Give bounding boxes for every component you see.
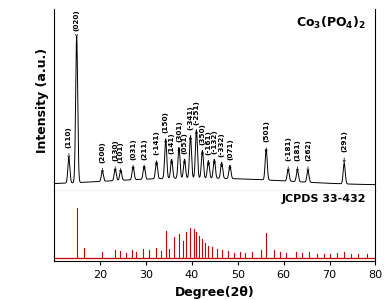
Text: (101): (101) — [118, 141, 124, 173]
Text: (110): (110) — [66, 126, 72, 158]
Text: (051): (051) — [182, 132, 187, 164]
Text: (211): (211) — [141, 138, 147, 170]
Text: (031): (031) — [130, 138, 136, 170]
Text: (141): (141) — [169, 132, 175, 164]
Text: (150): (150) — [163, 111, 169, 143]
Text: (-132): (-132) — [211, 129, 217, 164]
Text: (350): (350) — [199, 123, 205, 155]
Text: JCPDS 33-432: JCPDS 33-432 — [281, 194, 366, 205]
Text: (200): (200) — [99, 141, 105, 173]
Text: (071): (071) — [227, 138, 233, 170]
Text: Co$_3$(PO$_4$)$_2$: Co$_3$(PO$_4$)$_2$ — [296, 14, 366, 31]
Text: (-141): (-141) — [154, 130, 159, 165]
Text: (181): (181) — [295, 139, 300, 171]
Text: (501): (501) — [263, 120, 269, 152]
Text: (291): (291) — [341, 130, 347, 162]
Text: (-161): (-161) — [205, 130, 211, 165]
Text: (-251): (-251) — [194, 100, 199, 135]
Text: (-181): (-181) — [285, 136, 291, 171]
Text: (130): (130) — [112, 139, 118, 171]
Text: (020): (020) — [74, 9, 80, 37]
Text: (262): (262) — [305, 139, 311, 171]
Text: (-341): (-341) — [187, 106, 194, 140]
Text: (-332): (-332) — [219, 132, 225, 167]
X-axis label: Degree(2θ): Degree(2θ) — [175, 286, 255, 298]
Text: (301): (301) — [176, 120, 182, 152]
Y-axis label: Intensity (a.u.): Intensity (a.u.) — [36, 47, 49, 153]
